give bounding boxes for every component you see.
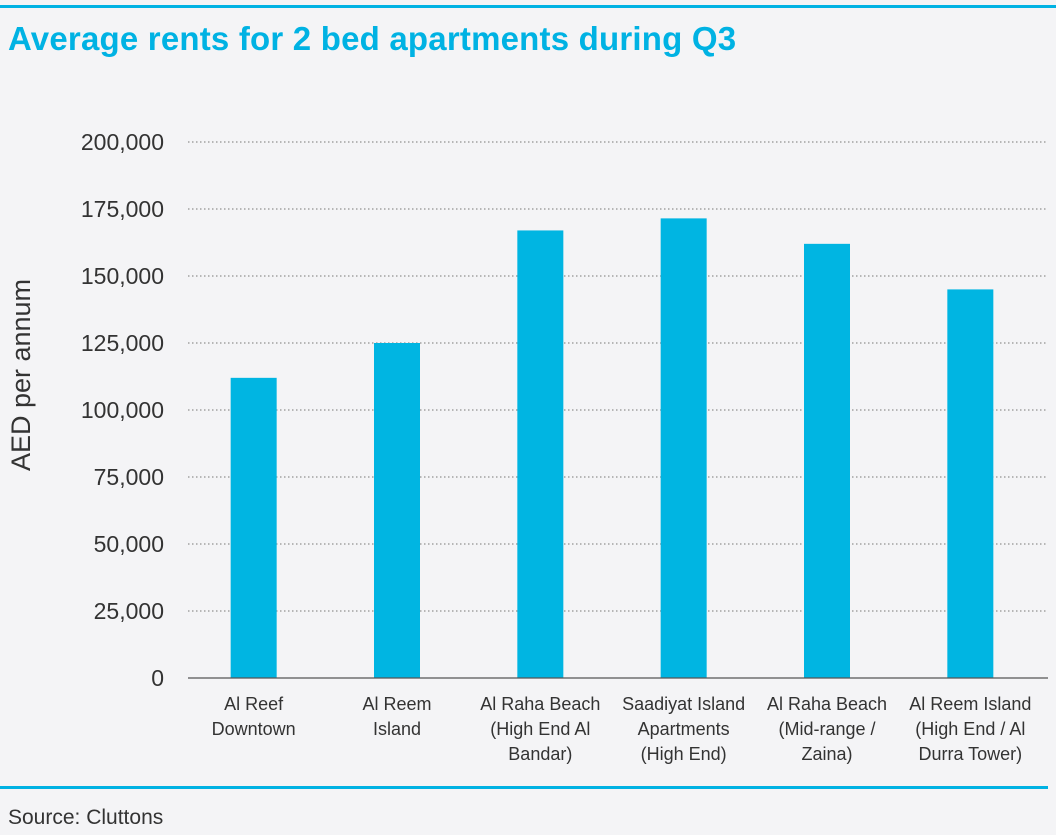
x-axis-labels: Al Reef Downtown Al Reem Island Al Raha Beac…	[212, 694, 1032, 764]
gridlines	[188, 141, 1048, 612]
y-axis-ticks: 0 25,000 50,000 75,000 100,000 125,000 150,000…	[81, 129, 164, 691]
x-tick-label: Al Raha Beach (High End Al Bandar)	[480, 694, 600, 764]
x-tick-label-line: (High End Al	[490, 719, 590, 739]
x-tick-label: Al Reem Island (High End / Al Durra Tower)	[909, 694, 1031, 764]
y-tick-label: 75,000	[94, 464, 164, 490]
bar	[374, 343, 420, 678]
x-tick-label-line: Al Reem Island	[909, 694, 1031, 714]
x-tick-label-line: Durra Tower)	[918, 744, 1022, 764]
bar	[230, 377, 277, 678]
bottom-accent-rule	[0, 786, 1048, 789]
x-tick-label-line: Al Raha Beach	[767, 694, 887, 714]
chart-title: Average rents for 2 bed apartments durin…	[8, 20, 737, 57]
bars	[230, 218, 994, 678]
y-tick-label: 150,000	[81, 263, 164, 289]
y-tick-label: 25,000	[94, 598, 164, 624]
x-tick-label-line: Downtown	[212, 719, 296, 739]
top-accent-rule	[0, 5, 1056, 8]
x-tick-label-line: Zaina)	[801, 744, 852, 764]
y-tick-label: 100,000	[81, 397, 164, 423]
bar	[947, 289, 994, 678]
x-tick-label-line: (Mid-range /	[778, 719, 875, 739]
bar	[804, 243, 850, 678]
y-tick-label: 0	[151, 665, 164, 691]
x-tick-label: Al Raha Beach (Mid-range / Zaina)	[767, 694, 887, 764]
x-tick-label: Al Reem Island	[362, 694, 431, 739]
x-tick-label-line: Al Reef	[224, 694, 284, 714]
x-tick-label-line: Island	[373, 719, 421, 739]
x-tick-label-line: (High End / Al	[915, 719, 1025, 739]
y-tick-label: 175,000	[81, 196, 164, 222]
y-tick-label: 125,000	[81, 330, 164, 356]
x-tick-label-line: Al Reem	[362, 694, 431, 714]
bar	[517, 230, 564, 678]
x-tick-label: Saadiyat Island Apartments (High End)	[622, 694, 745, 764]
bar	[660, 218, 707, 678]
source-note: Source: Cluttons	[8, 806, 164, 829]
x-tick-label-line: Saadiyat Island	[622, 694, 745, 714]
x-tick-label-line: Bandar)	[508, 744, 572, 764]
bar-chart: 0 25,000 50,000 75,000 100,000 125,000 150,000…	[6, 129, 1048, 764]
y-tick-label: 200,000	[81, 129, 164, 155]
x-tick-label-line: Al Raha Beach	[480, 694, 600, 714]
y-axis-title: AED per annum	[6, 279, 36, 471]
x-tick-label-line: (High End)	[641, 744, 727, 764]
y-tick-label: 50,000	[94, 531, 164, 557]
x-tick-label: Al Reef Downtown	[212, 694, 296, 739]
x-tick-label-line: Apartments	[638, 719, 730, 739]
